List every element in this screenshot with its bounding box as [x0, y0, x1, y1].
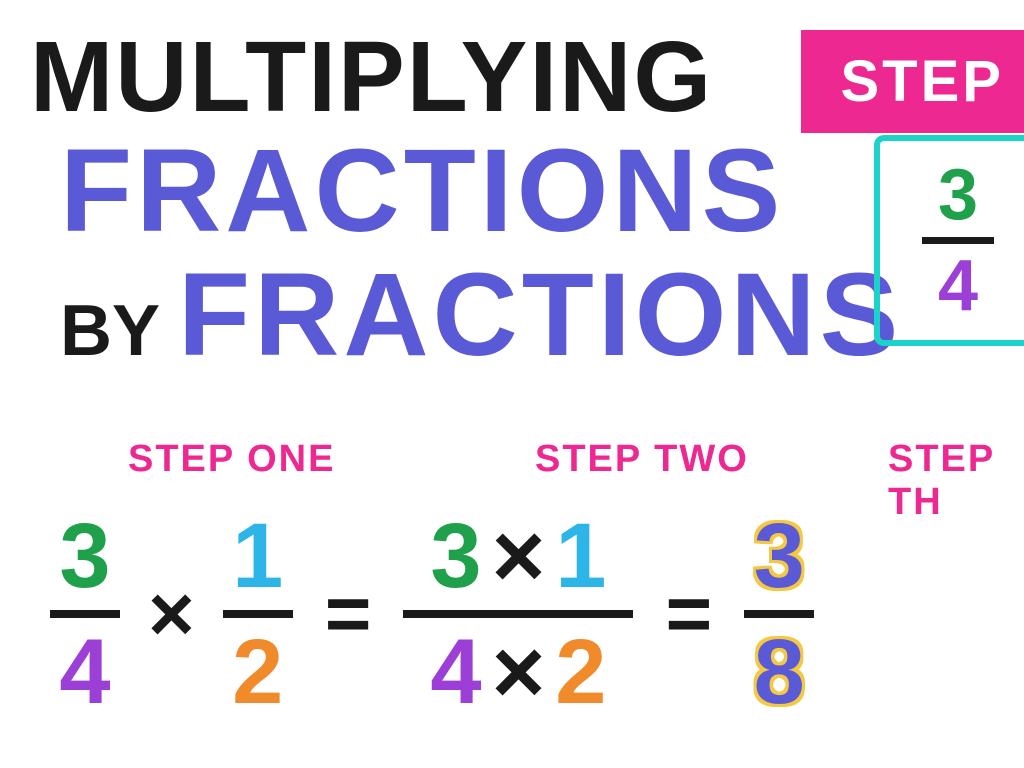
- f4-numerator: 3: [754, 510, 805, 602]
- equation: 3 4 × 1 2 = 3 × 1 4 × 2 = 3 8: [40, 510, 824, 718]
- f3-denominator-row: 4 × 2: [430, 626, 606, 718]
- f4-bar: [744, 610, 814, 618]
- step-one-label: STEP ONE: [128, 438, 335, 481]
- boxed-denominator: 4: [938, 250, 978, 322]
- fraction-1: 3 4: [50, 510, 120, 718]
- boxed-frac: 3 4: [922, 159, 994, 322]
- f2-numerator: 1: [232, 510, 283, 602]
- f1-denominator: 4: [59, 626, 110, 718]
- times-operator-1: ×: [148, 568, 195, 660]
- step-two-label: STEP TWO: [535, 438, 749, 481]
- f3-den-op: ×: [492, 626, 546, 718]
- f3-numerator-row: 3 × 1: [430, 510, 606, 602]
- step-three-label: STEP TH: [888, 438, 1024, 524]
- title-line3: BY FRACTIONS: [60, 247, 902, 383]
- f1-numerator: 3: [59, 510, 110, 602]
- equals-1: =: [325, 568, 372, 660]
- f3-num-op: ×: [492, 510, 546, 602]
- fraction-3: 3 × 1 4 × 2: [403, 510, 633, 718]
- f3-den-b: 2: [555, 626, 606, 718]
- boxed-fraction: 3 4: [874, 135, 1024, 346]
- f3-num-a: 3: [430, 510, 481, 602]
- f3-den-a: 4: [430, 626, 481, 718]
- f1-bar: [50, 610, 120, 618]
- f2-denominator: 2: [232, 626, 283, 718]
- f3-num-b: 1: [555, 510, 606, 602]
- equals-2: =: [665, 568, 712, 660]
- fraction-4: 3 8: [744, 510, 814, 718]
- boxed-bar: [922, 237, 994, 244]
- f4-denominator: 8: [754, 626, 805, 718]
- title-by: BY: [60, 290, 160, 372]
- title-fractions-1: FRACTIONS: [60, 135, 902, 247]
- title-multiplying: MULTIPLYING: [30, 20, 902, 135]
- title-block: MULTIPLYING FRACTIONS BY FRACTIONS: [30, 20, 902, 383]
- boxed-numerator: 3: [938, 159, 978, 231]
- f3-bar: [403, 610, 633, 618]
- title-fractions-2: FRACTIONS: [178, 247, 902, 383]
- f2-bar: [223, 610, 293, 618]
- step-badge: STEP: [801, 30, 1024, 133]
- fraction-2: 1 2: [223, 510, 293, 718]
